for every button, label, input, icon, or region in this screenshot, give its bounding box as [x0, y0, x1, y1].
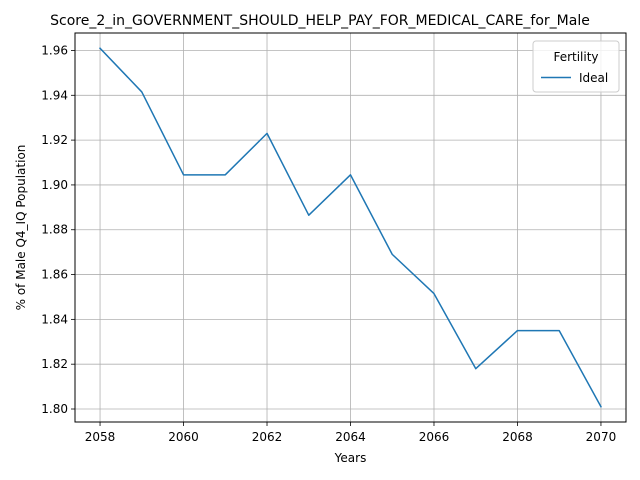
x-axis-label: Years	[334, 451, 367, 465]
y-tick-label: 1.88	[41, 223, 68, 237]
legend-box	[532, 40, 620, 93]
y-axis-ticks: 1.80 1.82 1.84 1.86 1.88 1.90 1.92 1.94 1.96	[41, 43, 75, 416]
legend-label-ideal: Ideal	[579, 71, 608, 85]
x-tick-label: 2070	[586, 430, 617, 444]
x-tick-label: 2068	[502, 430, 533, 444]
series-group	[98, 47, 602, 408]
x-tick-label: 2058	[85, 430, 116, 444]
y-tick-label: 1.94	[41, 88, 68, 102]
series-line-ideal	[98, 47, 602, 408]
y-tick-label: 1.80	[41, 402, 68, 416]
y-tick-label: 1.92	[41, 133, 68, 147]
y-tick-label: 1.84	[41, 312, 68, 326]
x-tick-label: 2064	[335, 430, 366, 444]
y-tick-label: 1.96	[41, 43, 68, 57]
x-tick-label: 2066	[419, 430, 450, 444]
x-tick-label: 2062	[252, 430, 283, 444]
legend: Fertility Ideal	[532, 40, 620, 93]
legend-title: Fertility	[553, 50, 598, 64]
y-tick-label: 1.86	[41, 268, 68, 282]
x-tick-label: 2060	[168, 430, 199, 444]
chart-title: Score_2_in_GOVERNMENT_SHOULD_HELP_PAY_FO…	[50, 13, 590, 29]
y-tick-label: 1.82	[41, 357, 68, 371]
y-tick-label: 1.90	[41, 178, 68, 192]
grid-lines	[75, 33, 626, 422]
y-axis-label: % of Male Q4_IQ Population	[14, 145, 28, 311]
x-axis-ticks: 2058 2060 2062 2064 2066 2068 2070	[85, 422, 616, 444]
